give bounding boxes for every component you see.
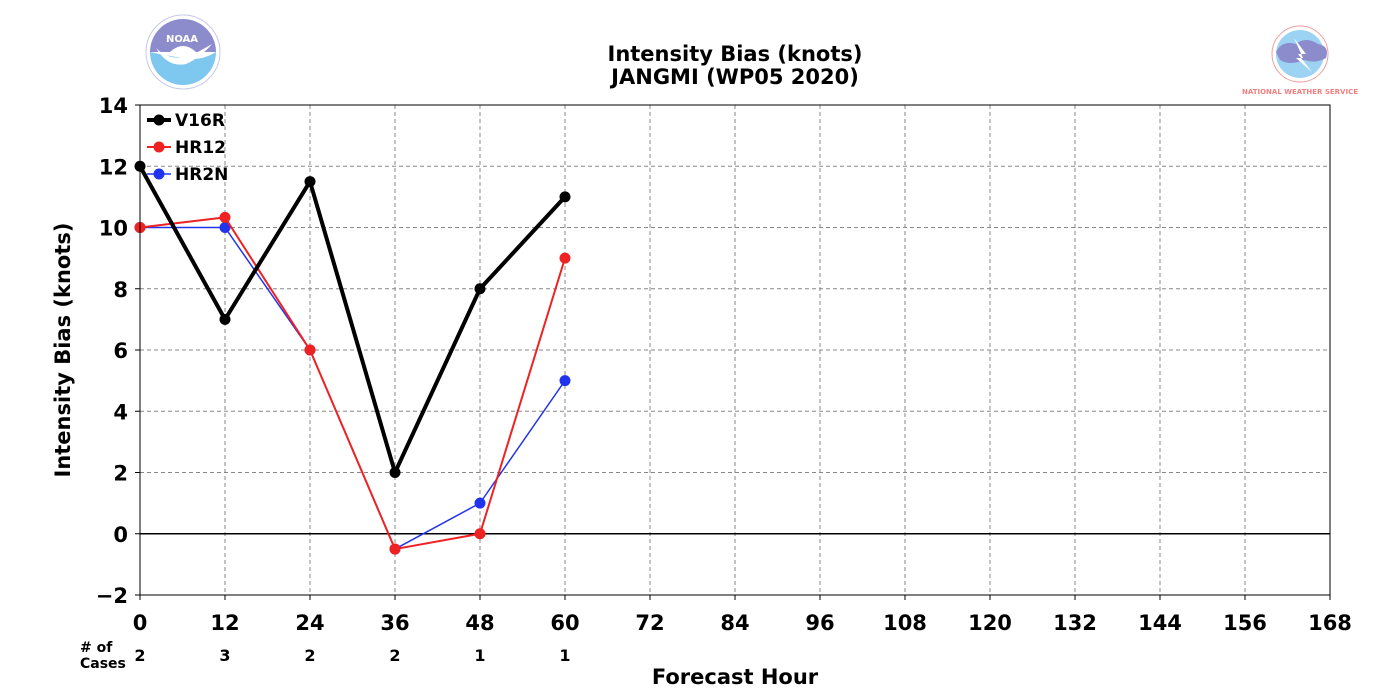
x-axis-label: Forecast Hour <box>652 665 819 689</box>
x-tick-label: 24 <box>295 611 324 635</box>
cases-label-line1: # of <box>80 640 113 656</box>
y-tick-label: 0 <box>113 523 128 547</box>
data-point-hr2n <box>474 497 486 509</box>
x-tick-label: 120 <box>968 611 1012 635</box>
case-count: 2 <box>134 646 145 665</box>
series-line-v16r <box>138 165 567 475</box>
series-line-hr2n <box>140 226 566 550</box>
x-tick-label: 168 <box>1308 611 1352 635</box>
x-axis: 0 12 24 36 48 60 72 84 96 108 120 132 144 156 168 <box>133 595 1352 635</box>
x-tick-label: 36 <box>380 611 409 635</box>
data-point-v16r <box>304 176 316 188</box>
noaa-logo-text: NOAA <box>166 34 198 45</box>
x-tick-label: 60 <box>550 611 579 635</box>
x-tick-label: 132 <box>1053 611 1097 635</box>
y-tick-label: 10 <box>99 217 128 241</box>
legend-marker-hr12 <box>153 141 165 153</box>
case-count: 3 <box>219 646 230 665</box>
data-point-hr12 <box>389 543 401 555</box>
y-tick-label: 12 <box>99 155 128 179</box>
case-count: 2 <box>389 646 400 665</box>
data-point-hr12 <box>474 528 486 540</box>
chart-title: Intensity Bias (knots) <box>608 42 863 66</box>
nws-logo-text: NATIONAL WEATHER SERVICE <box>1242 88 1358 96</box>
x-tick-label: 72 <box>635 611 664 635</box>
chart-subtitle: JANGMI (WP05 2020) <box>609 65 859 89</box>
x-tick-label: 0 <box>133 611 148 635</box>
case-count: 2 <box>304 646 315 665</box>
cases-label-line2: Cases <box>80 656 126 672</box>
noaa-logo: NOAA <box>145 14 221 90</box>
data-point-hr12 <box>559 252 571 264</box>
legend-marker-v16r <box>153 114 165 126</box>
data-point-v16r <box>474 283 486 295</box>
case-count: 1 <box>559 646 570 665</box>
x-tick-label: 84 <box>720 611 749 635</box>
y-tick-label: 4 <box>113 400 128 424</box>
x-tick-label: 156 <box>1223 611 1267 635</box>
x-tick-label: 48 <box>465 611 494 635</box>
case-count: 1 <box>474 646 485 665</box>
y-tick-label: 6 <box>113 339 128 363</box>
y-axis-label: Intensity Bias (knots) <box>51 223 75 478</box>
data-point-v16r <box>389 467 401 478</box>
y-tick-label: −2 <box>96 584 128 608</box>
nws-logo: NATIONAL WEATHER SERVICE <box>1242 25 1358 96</box>
x-tick-label: 108 <box>883 611 927 635</box>
x-tick-label: 96 <box>805 611 834 635</box>
y-tick-label: 2 <box>113 462 128 486</box>
legend: V16R HR12 HR2N <box>147 111 228 185</box>
x-tick-label: 12 <box>210 611 239 635</box>
legend-label-hr2n: HR2N <box>175 165 228 185</box>
legend-marker-hr2n <box>153 168 165 180</box>
y-axis: −2 0 2 4 6 8 10 12 14 <box>96 94 140 608</box>
data-point-v16r <box>219 313 231 325</box>
y-tick-label: 8 <box>113 278 128 302</box>
grid-lines <box>139 104 1331 596</box>
data-point-hr12 <box>219 211 231 223</box>
data-point-hr2n <box>559 375 571 387</box>
series-line-hr12 <box>139 216 566 551</box>
legend-label-v16r: V16R <box>175 111 225 131</box>
data-point-hr2n <box>219 222 231 233</box>
y-tick-label: 14 <box>99 94 128 118</box>
cases-row: 2 3 2 2 1 1 <box>134 646 570 665</box>
data-point-hr12 <box>304 344 316 356</box>
plot-frame <box>139 104 1331 596</box>
x-tick-label: 144 <box>1138 611 1182 635</box>
legend-label-hr12: HR12 <box>175 138 226 158</box>
data-point-v16r <box>559 191 571 203</box>
series-group <box>134 160 571 555</box>
